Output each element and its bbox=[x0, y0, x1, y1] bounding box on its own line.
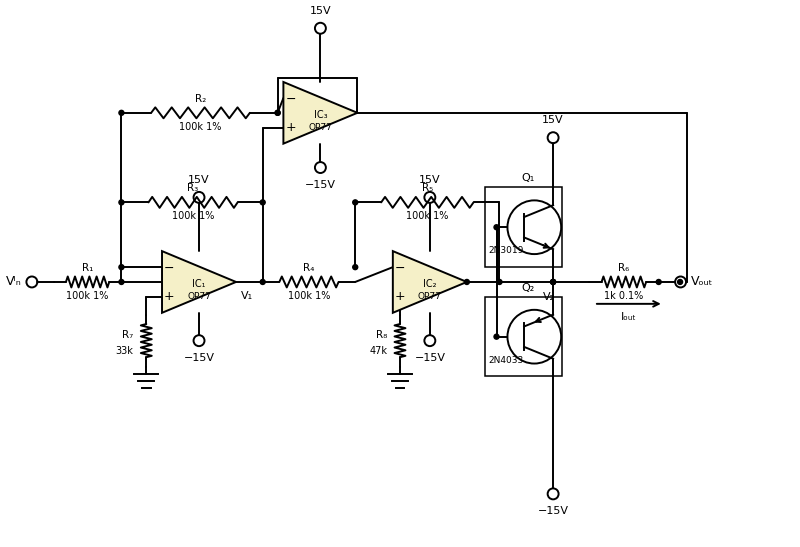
Polygon shape bbox=[162, 251, 236, 313]
Text: Vₒᵤₜ: Vₒᵤₜ bbox=[690, 276, 713, 288]
Text: 2N3019: 2N3019 bbox=[489, 246, 524, 255]
Text: IC₃: IC₃ bbox=[314, 110, 327, 120]
Text: R₇: R₇ bbox=[122, 330, 134, 340]
Circle shape bbox=[497, 280, 502, 284]
Text: R₆: R₆ bbox=[618, 263, 630, 273]
Text: −15V: −15V bbox=[305, 180, 336, 190]
Text: OP77: OP77 bbox=[418, 293, 442, 301]
Circle shape bbox=[550, 280, 556, 284]
Circle shape bbox=[678, 280, 682, 284]
Text: 100k 1%: 100k 1% bbox=[406, 211, 449, 222]
Circle shape bbox=[275, 110, 280, 115]
Text: $-$: $-$ bbox=[163, 261, 174, 274]
Circle shape bbox=[494, 334, 499, 339]
Circle shape bbox=[656, 280, 661, 284]
Text: R₈: R₈ bbox=[376, 330, 387, 340]
Text: V₂: V₂ bbox=[543, 292, 555, 302]
Text: R₃: R₃ bbox=[187, 183, 198, 194]
Text: R₂: R₂ bbox=[195, 94, 206, 104]
Circle shape bbox=[353, 200, 358, 205]
Text: 100k 1%: 100k 1% bbox=[288, 291, 330, 301]
Text: −15V: −15V bbox=[414, 353, 446, 363]
Text: $-$: $-$ bbox=[394, 261, 406, 274]
Text: 100k 1%: 100k 1% bbox=[172, 211, 214, 222]
Text: $+$: $+$ bbox=[394, 290, 406, 303]
Text: 33k: 33k bbox=[115, 346, 134, 356]
Text: IC₂: IC₂ bbox=[423, 279, 437, 289]
Text: $+$: $+$ bbox=[285, 121, 296, 134]
Circle shape bbox=[464, 280, 470, 284]
Text: V₁: V₁ bbox=[241, 291, 253, 301]
Text: −15V: −15V bbox=[538, 507, 569, 516]
Text: 15V: 15V bbox=[310, 6, 331, 16]
Text: $-$: $-$ bbox=[285, 91, 296, 104]
Text: 47k: 47k bbox=[369, 346, 387, 356]
Text: Q₁: Q₁ bbox=[522, 173, 535, 183]
Circle shape bbox=[550, 280, 556, 284]
Circle shape bbox=[119, 110, 124, 115]
Circle shape bbox=[550, 280, 556, 284]
Text: 15V: 15V bbox=[542, 115, 564, 125]
Text: R₄: R₄ bbox=[303, 263, 314, 273]
Text: R₅: R₅ bbox=[422, 183, 433, 194]
Text: 1k 0.1%: 1k 0.1% bbox=[604, 291, 643, 301]
Text: Iₒᵤₜ: Iₒᵤₜ bbox=[621, 312, 637, 322]
Text: 15V: 15V bbox=[188, 175, 210, 185]
Circle shape bbox=[260, 280, 265, 284]
Text: 2N4033: 2N4033 bbox=[489, 356, 524, 364]
Text: 15V: 15V bbox=[419, 175, 441, 185]
Text: Vᴵₙ: Vᴵₙ bbox=[6, 276, 22, 288]
Text: OP77: OP77 bbox=[309, 123, 332, 132]
Circle shape bbox=[353, 265, 358, 270]
Text: Q₂: Q₂ bbox=[522, 283, 535, 293]
Circle shape bbox=[260, 200, 265, 205]
Text: $+$: $+$ bbox=[163, 290, 174, 303]
Bar bbox=[485, 297, 562, 376]
Circle shape bbox=[119, 280, 124, 284]
Polygon shape bbox=[283, 82, 358, 144]
Circle shape bbox=[119, 265, 124, 270]
Text: R₁: R₁ bbox=[82, 263, 94, 273]
Text: OP77: OP77 bbox=[187, 293, 211, 301]
Circle shape bbox=[119, 200, 124, 205]
Circle shape bbox=[494, 225, 499, 230]
Polygon shape bbox=[393, 251, 467, 313]
Text: IC₁: IC₁ bbox=[192, 279, 206, 289]
Bar bbox=[485, 188, 562, 267]
Text: 100k 1%: 100k 1% bbox=[66, 291, 109, 301]
Text: 100k 1%: 100k 1% bbox=[179, 122, 222, 132]
Circle shape bbox=[275, 110, 280, 115]
Text: −15V: −15V bbox=[183, 353, 214, 363]
